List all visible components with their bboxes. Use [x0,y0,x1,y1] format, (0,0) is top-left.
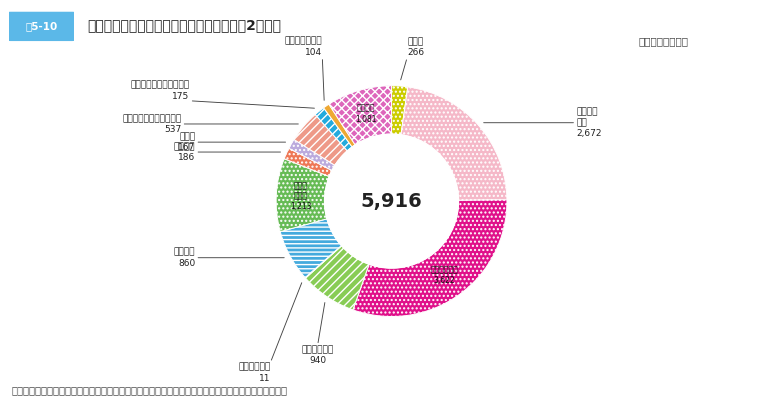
Text: 図5-10: 図5-10 [25,21,58,31]
Wedge shape [329,86,391,145]
Wedge shape [401,87,507,200]
Text: 5,916: 5,916 [361,192,423,211]
Wedge shape [284,148,332,176]
Wedge shape [353,200,507,316]
Text: 遺族特別援護金
104: 遺族特別援護金 104 [285,37,322,57]
Wedge shape [276,159,329,232]
FancyBboxPatch shape [7,12,76,41]
Text: その他
の補償
1,213: その他 の補償 1,213 [290,181,312,212]
Text: 障害補償年金
940: 障害補償年金 940 [302,345,334,366]
Text: その他
167: その他 167 [178,132,195,152]
Circle shape [325,134,458,268]
Wedge shape [391,86,408,135]
Text: 遺族特別給付金（年金）
537: 遺族特別給付金（年金） 537 [122,114,182,134]
Text: 遺族補償
年金
2,672: 遺族補償 年金 2,672 [576,107,602,138]
Text: 休業補償
186: 休業補償 186 [174,142,195,162]
Text: 補償及び福祉事業の種類別実施金額（令和2年度）: 補償及び福祉事業の種類別実施金額（令和2年度） [87,18,281,32]
Wedge shape [294,114,347,165]
Text: 療養補償
860: 療養補償 860 [174,248,195,268]
Wedge shape [280,219,341,278]
Text: 障害特別給付金（年金）
175: 障害特別給付金（年金） 175 [131,81,189,101]
Text: （単位：百万円）: （単位：百万円） [638,36,689,46]
Text: 年金たる補償
3,622: 年金たる補償 3,622 [431,266,458,285]
Wedge shape [305,246,342,278]
Wedge shape [306,246,369,310]
Text: 福祉事業
1,081: 福祉事業 1,081 [355,104,376,124]
Text: その他
266: その他 266 [407,37,424,57]
Wedge shape [315,108,352,151]
Wedge shape [289,140,335,170]
Wedge shape [324,104,355,147]
Text: （注）端数を四捨五入しているため、各項目の金額を足し上げた数値と合計が一致しない場合がある。: （注）端数を四捨五入しているため、各項目の金額を足し上げた数値と合計が一致しない… [11,385,287,395]
Text: 傷病補償年金
11: 傷病補償年金 11 [238,363,271,383]
